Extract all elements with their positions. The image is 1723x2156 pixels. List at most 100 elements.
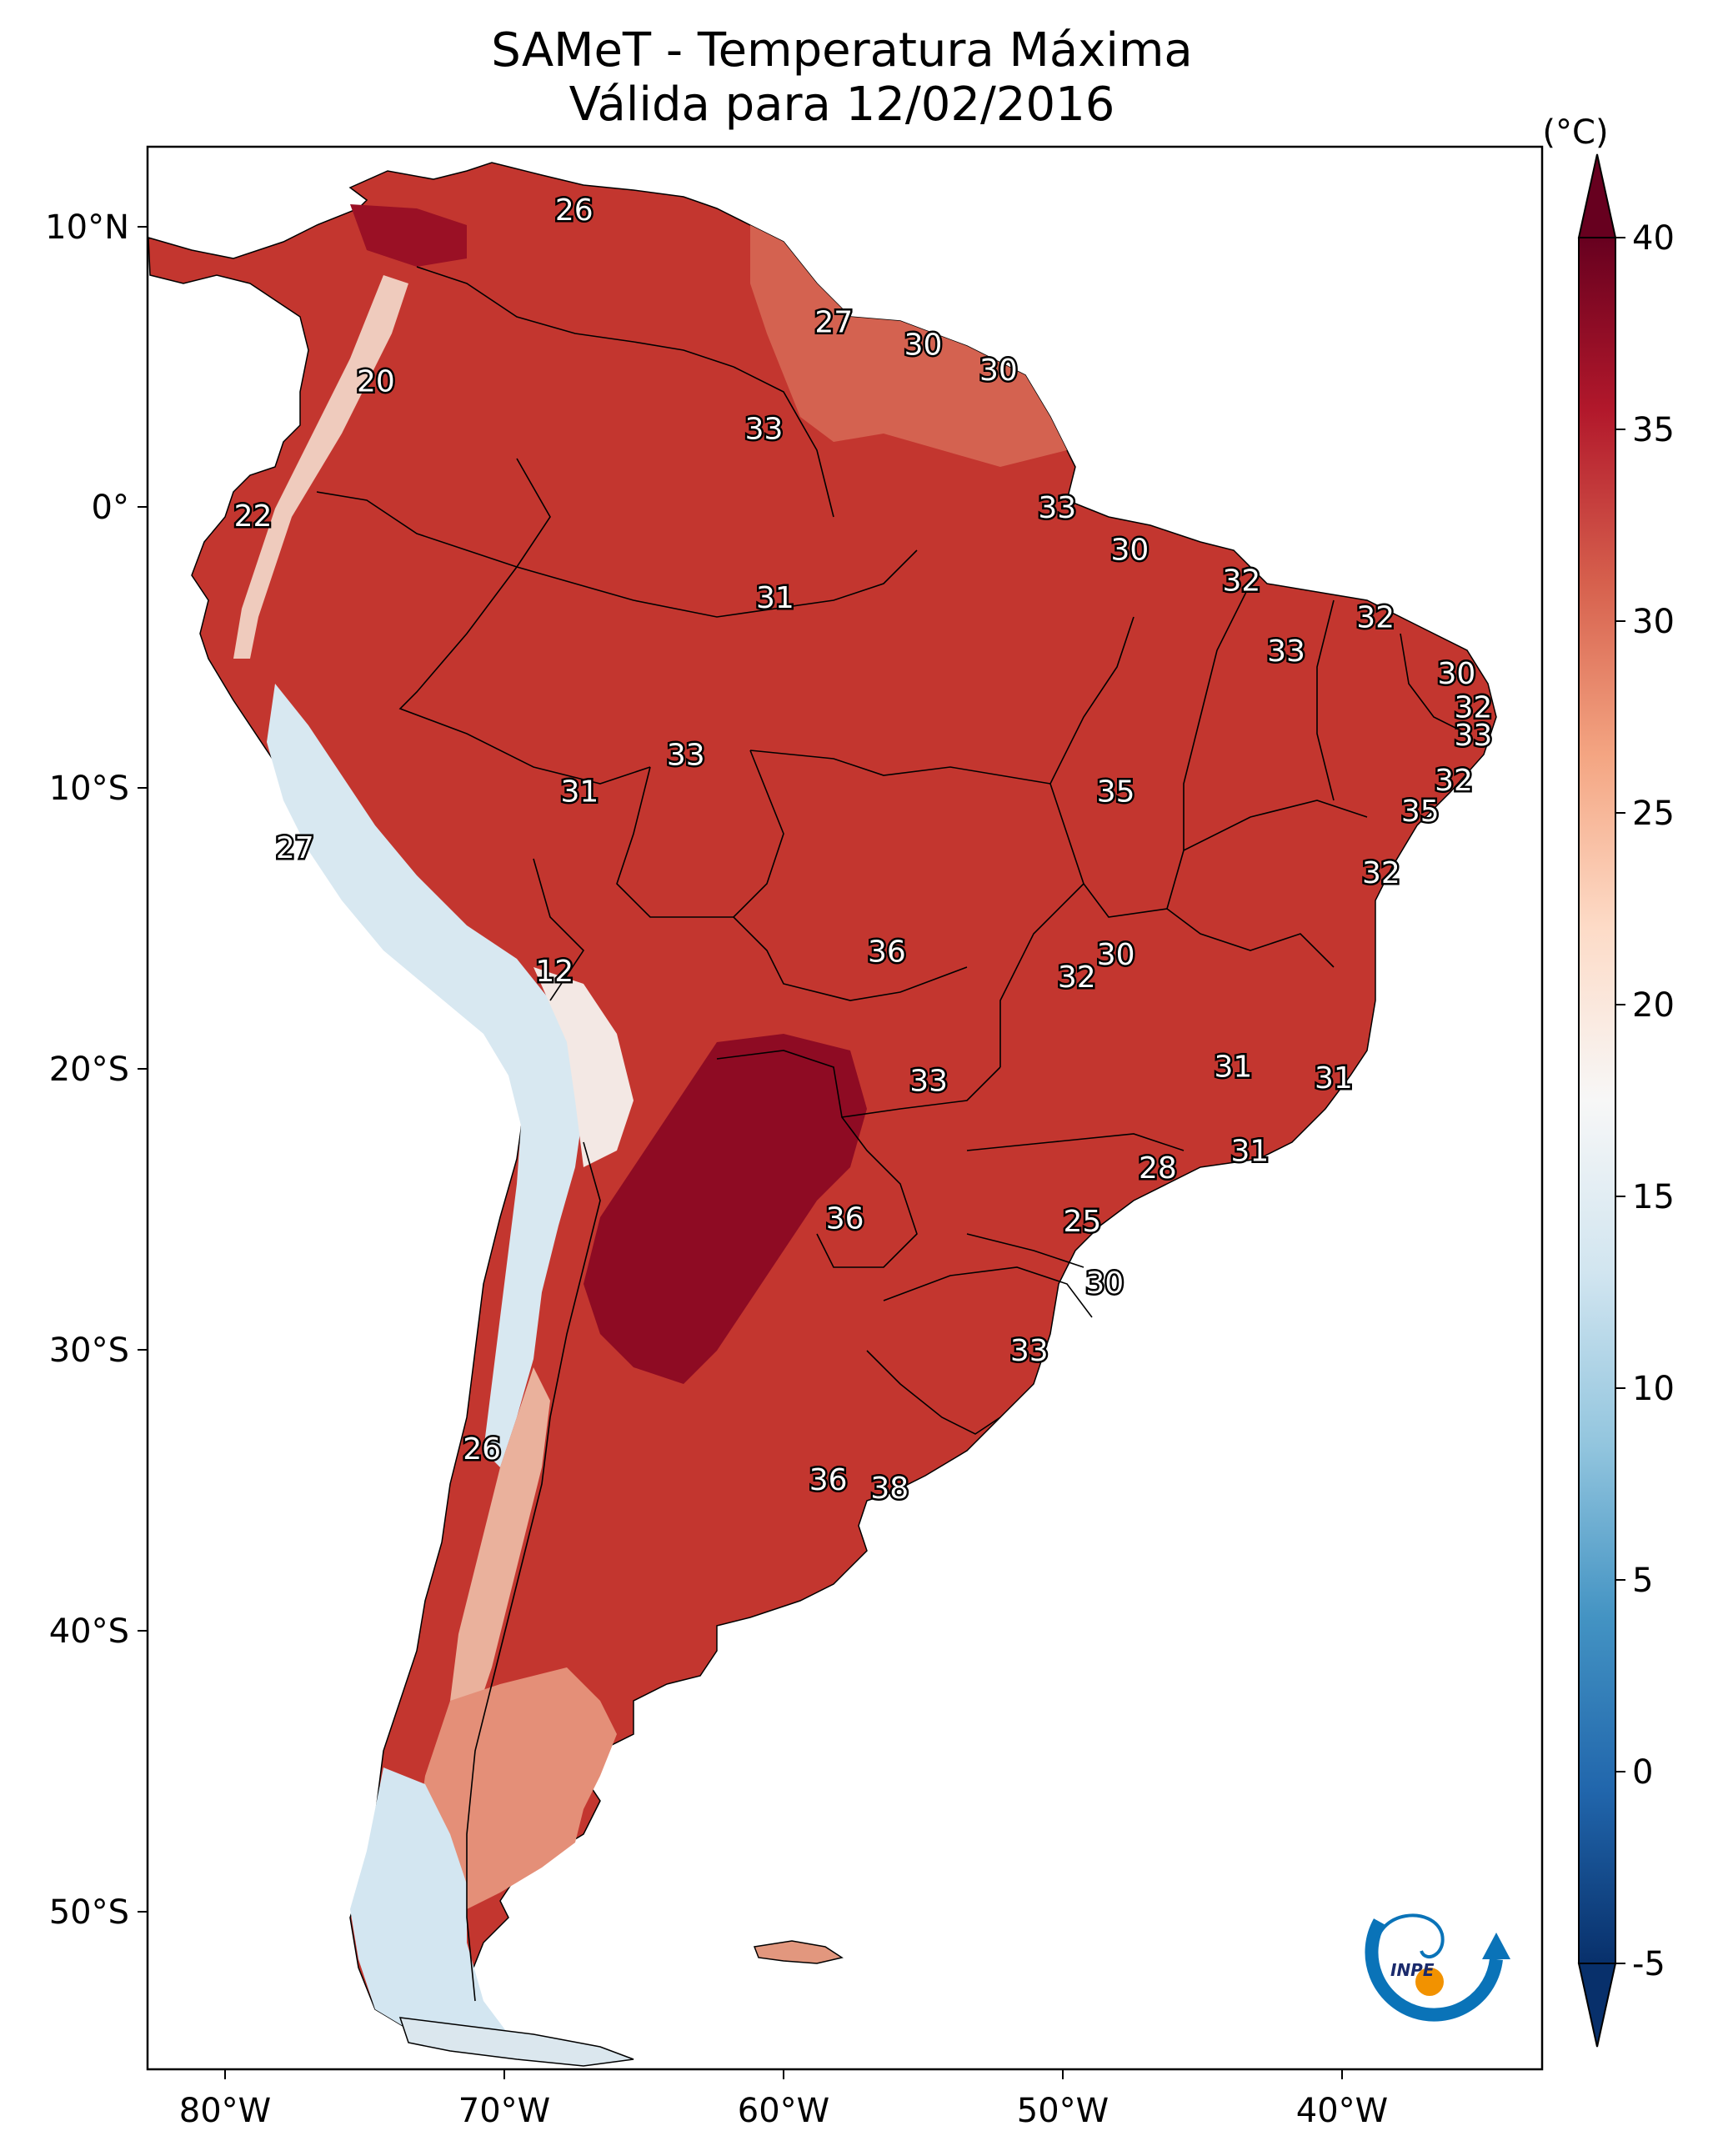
temperature-label: 36 [826, 1202, 864, 1236]
temperature-label: 30 [1097, 938, 1135, 972]
border-line [841, 1066, 1001, 1118]
border-line [1400, 633, 1468, 735]
colorbar-tick-label: 20 [1632, 986, 1675, 1025]
logo-text: INPE [1390, 1960, 1435, 1980]
temperature-label: 33 [667, 739, 705, 773]
colorbar-tick-label: 10 [1632, 1370, 1675, 1408]
temperature-label: 31 [1315, 1061, 1353, 1096]
temperature-label: 30 [1085, 1266, 1124, 1301]
border-line [716, 1050, 918, 1268]
temperature-label: 33 [745, 413, 784, 447]
border-line [966, 1133, 1185, 1151]
border-line [616, 750, 784, 918]
political-borders [316, 266, 1468, 2002]
border-line [1183, 583, 1251, 850]
colorbar-tick-label: 25 [1632, 795, 1675, 833]
lat-tick-label: 20°S [49, 1050, 129, 1089]
border-line [1166, 908, 1335, 968]
colorbar-tick-label: 5 [1632, 1562, 1653, 1600]
lat-tick-label: 0° [92, 489, 129, 527]
guiana-warm-zone [750, 225, 1067, 467]
temperature-label: 35 [1097, 775, 1135, 809]
border-line [533, 858, 585, 1001]
border-line [1183, 800, 1368, 851]
colorbar: (°C) -5 0 5 10 15 20 25 30 35 40 [1542, 113, 1675, 2048]
border-line [1049, 616, 1134, 785]
temperature-label: 32 [1058, 960, 1096, 995]
temperature-label: 12 [535, 955, 573, 989]
lon-tick-label: 80°W [179, 2092, 271, 2130]
axis-ticks [138, 226, 1343, 2079]
temperature-label: 22 [234, 499, 273, 534]
temperature-label: 33 [1267, 634, 1305, 669]
border-line [466, 1141, 601, 2002]
border-line [416, 266, 734, 368]
andes-north-cool [233, 275, 408, 659]
colorbar-tick-label: 35 [1632, 411, 1675, 449]
colorbar-extend-top [1577, 153, 1617, 238]
inpe-logo: INPE [1365, 1913, 1510, 2022]
map-subtitle: Válida para 12/02/2016 [568, 78, 1115, 132]
border-line [1049, 783, 1185, 918]
logo-swirl-icon [1374, 1913, 1445, 1959]
temperature-label: 33 [1038, 491, 1076, 525]
temperature-label: 33 [909, 1064, 948, 1098]
lon-tick-label: 50°W [1017, 2092, 1109, 2130]
logo-sun-icon [1415, 1968, 1444, 1996]
border-line [733, 916, 968, 1001]
temperature-label: 36 [809, 1463, 848, 1497]
temperature-label: 32 [1362, 856, 1400, 890]
temperature-label: 27 [814, 306, 853, 340]
temperature-label: 28 [1139, 1151, 1177, 1186]
colorbar-tick-label: 40 [1632, 219, 1675, 258]
lat-tick-label: 40°S [49, 1612, 129, 1651]
temperature-label: 30 [979, 353, 1018, 388]
border-line [398, 458, 651, 785]
lat-tick-label: 10°N [45, 208, 129, 247]
falkland-islands [753, 1940, 844, 1964]
logo-arrow-icon [1482, 1933, 1510, 1959]
tierra-del-fuego [398, 2017, 634, 2067]
temperature-label: 38 [870, 1472, 909, 1506]
andes-central-cool [267, 684, 584, 1467]
temperature-label: 31 [561, 775, 599, 809]
colorbar-tick-label: -5 [1632, 1945, 1665, 1983]
border-line [733, 366, 834, 518]
map-title: SAMeT - Temperatura Máxima [491, 23, 1193, 78]
colorbar-ticks: -5 0 5 10 15 20 25 30 35 40 [1615, 219, 1675, 1983]
border-line [749, 750, 1051, 785]
altiplano-pale [533, 967, 634, 1167]
temperature-label: 31 [1231, 1135, 1270, 1169]
temperature-label: 32 [1455, 690, 1493, 725]
temperature-label: 33 [1455, 719, 1493, 753]
border-line [866, 1350, 1001, 1435]
chaco-hot-core [584, 1034, 867, 1384]
lat-tick-label: 10°S [49, 770, 129, 808]
border-line [966, 1233, 1084, 1268]
temperature-label: 26 [555, 193, 594, 228]
temperature-label: 20 [357, 364, 395, 399]
lon-tick-label: 60°W [738, 2092, 829, 2130]
temperature-label: 32 [1435, 764, 1473, 798]
temperature-label: 27 [276, 831, 314, 865]
colorbar-tick-label: 0 [1632, 1753, 1653, 1792]
temperature-label: 31 [756, 581, 794, 615]
temperature-label: 35 [1401, 795, 1440, 829]
border-line [516, 549, 918, 618]
temperature-label: 36 [868, 935, 906, 969]
lat-tick-label: 50°S [49, 1893, 129, 1932]
temperature-label: 32 [1356, 600, 1395, 634]
temperature-label: 32 [1222, 564, 1260, 599]
colorbar-tick-label: 15 [1632, 1178, 1675, 1216]
temperature-label: 30 [904, 328, 943, 363]
border-line [883, 1266, 1093, 1318]
colorbar-outline [1578, 237, 1616, 1964]
colorbar-tick-label: 30 [1632, 603, 1675, 641]
chile-warm-strip [450, 1367, 550, 1717]
colorbar-gradient [1579, 238, 1615, 1963]
continent [148, 162, 1497, 2067]
border-line [316, 491, 518, 568]
temperature-label: 31 [1214, 1050, 1252, 1085]
temperature-label: 25 [1064, 1205, 1102, 1239]
